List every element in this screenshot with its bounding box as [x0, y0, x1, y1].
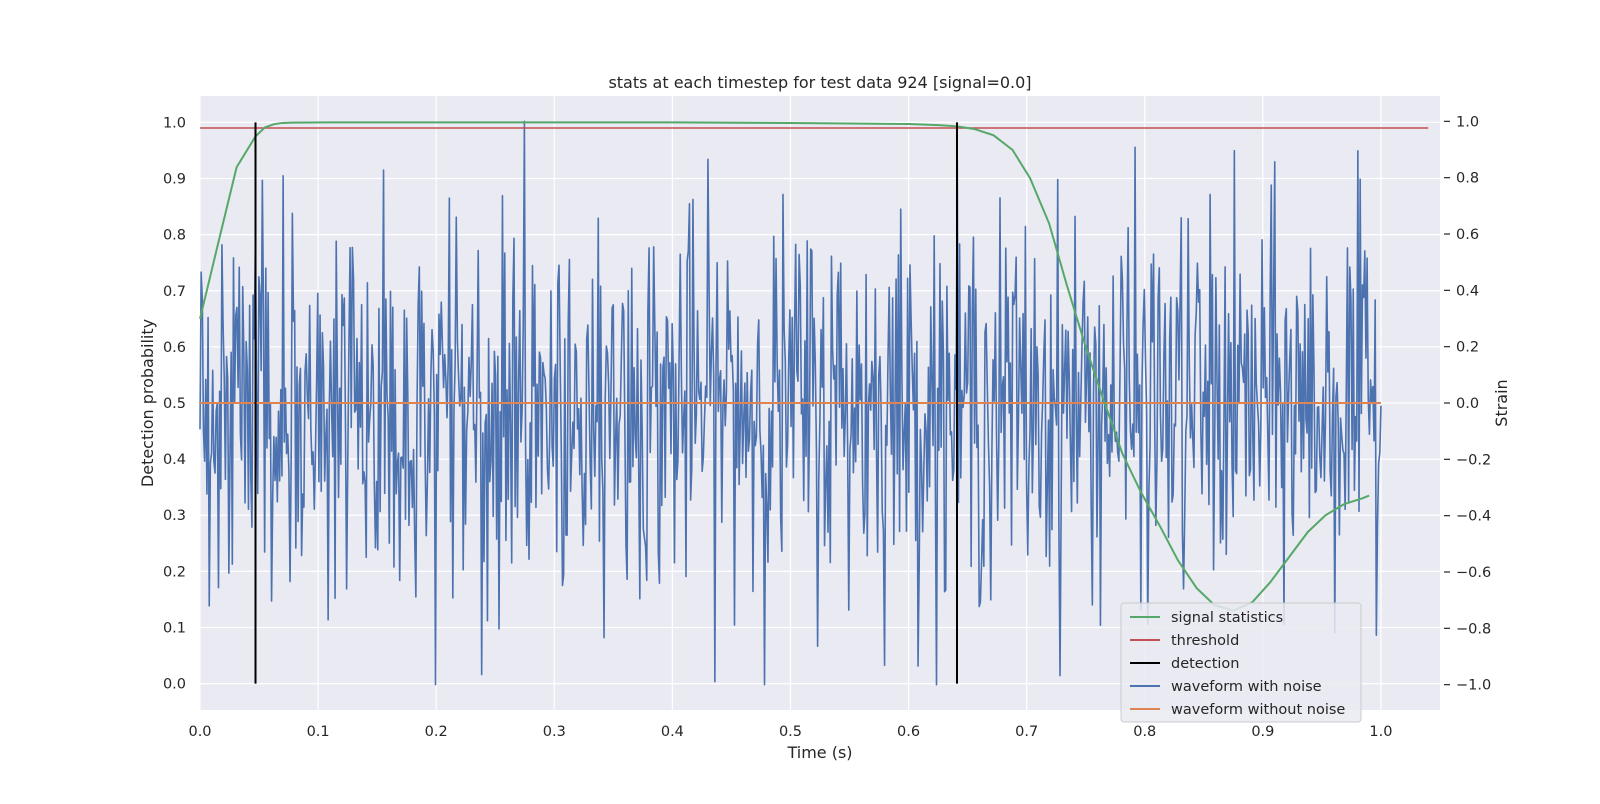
y-left-tick-label: 0.9: [163, 172, 186, 188]
x-axis-label: Time (s): [786, 743, 852, 762]
right-axis-ticks: −1.0 −0.8 −0.6 −0.4 −0.2 0.0 0.2 0.4 0.6 0.8 1.0: [1444, 114, 1491, 694]
y-right-tick-label: 0.6: [1456, 227, 1479, 243]
y-axis-label-right: Strain: [1492, 379, 1511, 426]
y-right-tick-label: −0.2: [1456, 452, 1491, 468]
x-tick-label: 0.5: [779, 724, 802, 740]
x-tick-label: 0.0: [188, 724, 211, 740]
x-tick-label: 0.3: [543, 724, 566, 740]
y-right-tick-label: 0.2: [1456, 340, 1479, 356]
y-right-tick-label: −1.0: [1456, 678, 1491, 694]
x-axis-ticks: 0.0 0.1 0.2 0.3 0.4 0.5 0.6 0.7 0.8 0.9 1.0: [188, 724, 1392, 740]
legend-label-waveform-with-noise: waveform with noise: [1171, 679, 1322, 695]
legend: signal statistics threshold detection wa…: [1120, 602, 1362, 723]
y-left-tick-label: 0.6: [163, 340, 186, 356]
legend-label-threshold: threshold: [1171, 633, 1239, 649]
y-left-tick-label: 1.0: [163, 115, 186, 131]
data-layer: [199, 120, 1429, 686]
y-left-tick-label: 0.2: [163, 564, 186, 580]
y-left-tick-label: 0.4: [163, 452, 186, 468]
x-tick-label: 0.6: [897, 724, 920, 740]
y-left-tick-label: 0.5: [163, 396, 186, 412]
y-right-tick-label: −0.6: [1456, 565, 1491, 581]
legend-label-waveform-without-noise: waveform without noise: [1171, 702, 1345, 718]
y-right-tick-label: 0.4: [1456, 283, 1479, 299]
y-right-tick-label: 1.0: [1456, 114, 1479, 130]
y-axis-label-left: Detection probability: [138, 319, 157, 487]
legend-label-detection: detection: [1171, 656, 1239, 672]
x-tick-label: 1.0: [1369, 724, 1392, 740]
left-axis-ticks: 0.0 0.1 0.2 0.3 0.4 0.5 0.6 0.7 0.8 0.9 1.0: [163, 115, 186, 692]
x-tick-label: 0.4: [661, 724, 684, 740]
series-waveform-with-noise: [199, 120, 1382, 686]
chart-title: stats at each timestep for test data 924…: [608, 73, 1031, 92]
y-left-tick-label: 0.1: [163, 620, 186, 636]
x-tick-label: 0.1: [307, 724, 330, 740]
y-left-tick-label: 0.7: [163, 284, 186, 300]
y-right-tick-label: −0.4: [1456, 509, 1491, 525]
legend-label-signal-statistics: signal statistics: [1171, 610, 1283, 626]
x-tick-label: 0.2: [425, 724, 448, 740]
legend-frame: [1120, 602, 1362, 723]
y-left-tick-label: 0.0: [163, 677, 186, 693]
y-right-tick-label: −0.8: [1456, 621, 1491, 637]
x-tick-label: 0.7: [1015, 724, 1038, 740]
series-signal-statistics: [199, 121, 1370, 612]
x-tick-label: 0.8: [1133, 724, 1156, 740]
x-tick-label: 0.9: [1251, 724, 1274, 740]
y-left-tick-label: 0.3: [163, 508, 186, 524]
y-right-tick-label: 0.8: [1456, 171, 1479, 187]
y-left-tick-label: 0.8: [163, 228, 186, 244]
y-right-tick-label: 0.0: [1456, 396, 1479, 412]
